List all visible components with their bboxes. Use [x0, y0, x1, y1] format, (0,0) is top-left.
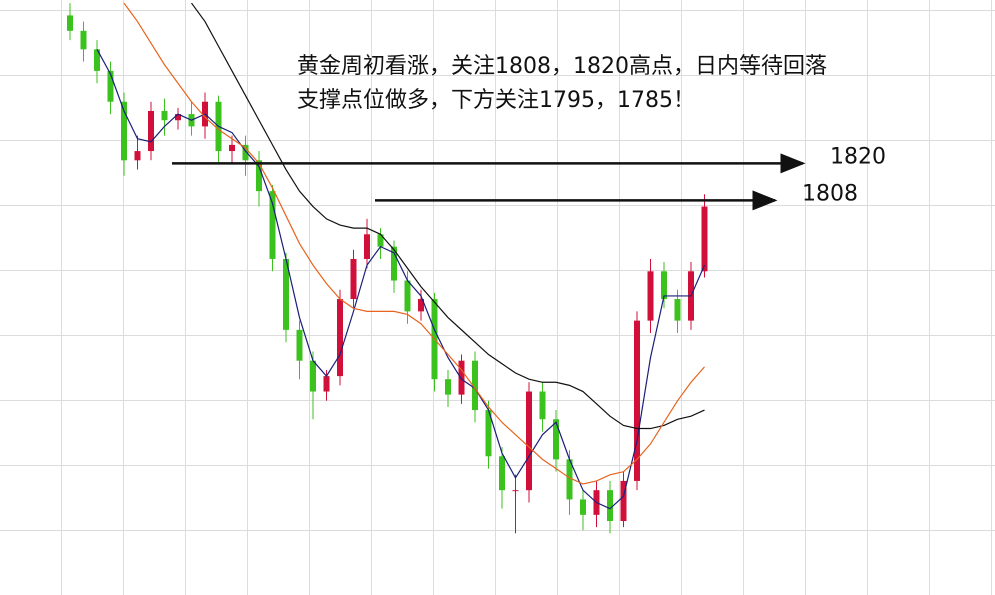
- candle-body: [229, 144, 235, 152]
- candle-body: [242, 144, 249, 161]
- candle-body: [539, 391, 546, 420]
- candle-body: [256, 160, 262, 192]
- candle-body: [526, 391, 532, 491]
- level-label: 1808: [802, 181, 858, 206]
- candle-body: [296, 329, 303, 361]
- candle-body: [499, 456, 505, 491]
- candle-body: [580, 499, 586, 515]
- candle-body: [94, 49, 100, 71]
- candle-body: [647, 271, 654, 321]
- candle-body: [445, 379, 451, 395]
- candle-body: [364, 234, 370, 259]
- candle-body: [472, 360, 478, 411]
- moving-average: [191, 2, 705, 430]
- candle-body: [121, 101, 127, 161]
- candle-body: [512, 490, 519, 492]
- candle-body: [674, 299, 681, 321]
- candle-body: [67, 15, 73, 31]
- candle-body: [337, 299, 343, 377]
- candle-body: [634, 320, 640, 481]
- candle-body: [458, 360, 465, 395]
- candle-body: [418, 299, 424, 312]
- candle-body: [661, 271, 667, 300]
- candle-body: [175, 114, 181, 121]
- candle-body: [107, 70, 114, 102]
- candle-body: [310, 360, 316, 392]
- moving-average: [123, 2, 705, 485]
- title-line: 支撑点位做多，下方关注1795，1785！: [297, 88, 695, 113]
- candle-body: [404, 280, 411, 312]
- candle-body: [283, 258, 289, 330]
- candle-body: [553, 419, 559, 460]
- candle-body: [485, 410, 492, 457]
- candle-body: [134, 151, 141, 161]
- candle-body: [148, 110, 154, 152]
- moving-average: [96, 49, 706, 510]
- candle-body: [377, 234, 384, 247]
- candle-body: [391, 246, 397, 281]
- candle-body: [566, 459, 573, 500]
- candle-body: [161, 110, 168, 121]
- title-line: 黄金周初看涨，关注1808，1820高点，日内等待回落: [297, 54, 827, 79]
- candle-body: [80, 30, 87, 50]
- candle-body: [350, 258, 357, 300]
- candle-body: [620, 480, 627, 522]
- candle-body: [269, 191, 276, 259]
- candle-body: [323, 376, 330, 392]
- candle-body: [607, 490, 613, 522]
- level-label: 1820: [830, 144, 886, 169]
- candle-body: [701, 206, 708, 272]
